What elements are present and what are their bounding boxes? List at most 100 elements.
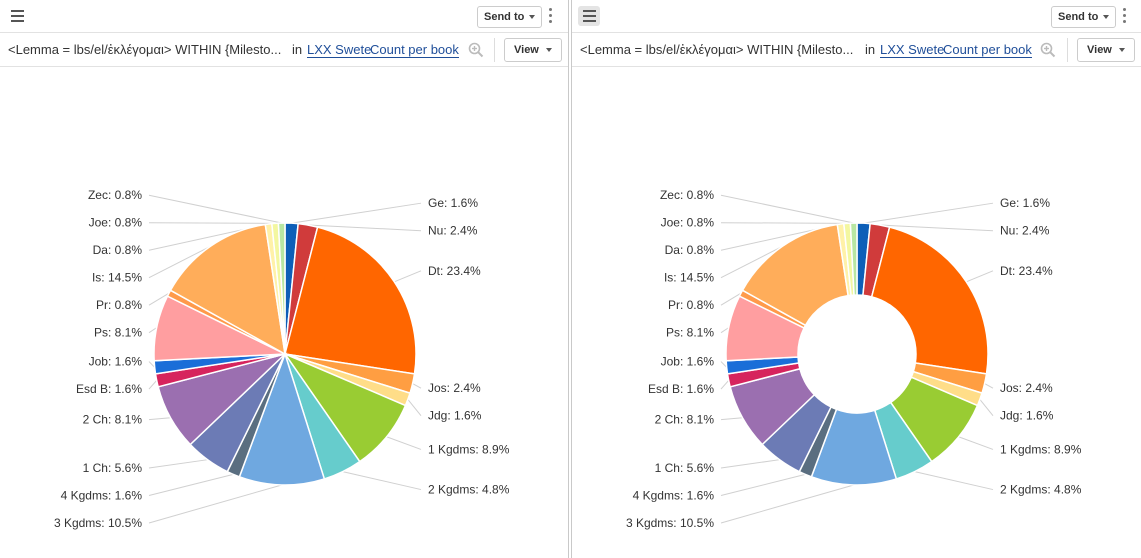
send-to-label: Send to bbox=[484, 11, 525, 23]
pie-slice-3-kgdms[interactable] bbox=[238, 351, 326, 486]
label-connector bbox=[148, 327, 157, 334]
label-connector bbox=[720, 380, 730, 390]
slice-label: Pr: 0.8% bbox=[668, 298, 714, 312]
slice-label: Da: 0.8% bbox=[665, 243, 715, 257]
slice-label: Esd B: 1.6% bbox=[648, 382, 714, 396]
query-text[interactable]: <Lemma = lbs/el/ἐκλέγομαι> WITHIN {Miles… bbox=[580, 42, 854, 57]
left-pane: Send to <Lemma = lbs/el/ἐκλέγομαι> WITHI… bbox=[0, 0, 569, 558]
label-connector bbox=[720, 417, 743, 421]
slice-label: 2 Kgdms: 4.8% bbox=[1000, 483, 1082, 497]
send-to-label: Send to bbox=[1058, 11, 1099, 23]
chevron-down-icon bbox=[1103, 15, 1110, 19]
pie-slice-is[interactable] bbox=[169, 223, 286, 356]
pie-slice-dt[interactable] bbox=[870, 226, 989, 375]
label-connector bbox=[979, 399, 994, 416]
hamburger-menu-icon[interactable] bbox=[578, 6, 600, 26]
query-text[interactable]: <Lemma = lbs/el/ἐκλέγομαι> WITHIN {Miles… bbox=[8, 42, 282, 57]
slice-label: Ps: 8.1% bbox=[94, 326, 142, 340]
in-label: in bbox=[865, 42, 876, 57]
label-connector bbox=[720, 361, 728, 368]
toolbar-divider bbox=[494, 38, 495, 62]
label-connector bbox=[720, 245, 783, 279]
slice-label: 3 Kgdms: 10.5% bbox=[54, 516, 142, 530]
slice-label: Ge: 1.6% bbox=[428, 196, 478, 210]
label-connector bbox=[720, 327, 729, 334]
label-connector bbox=[958, 436, 994, 450]
toolbar-divider bbox=[1067, 38, 1068, 62]
label-connector bbox=[720, 292, 742, 306]
label-connector bbox=[720, 459, 780, 469]
slice-label: Joe: 0.8% bbox=[661, 216, 715, 230]
slice-label: Zec: 0.8% bbox=[660, 188, 714, 202]
label-connector bbox=[148, 380, 158, 390]
label-connector bbox=[291, 202, 422, 224]
label-connectors bbox=[720, 194, 994, 524]
label-connector bbox=[984, 383, 994, 389]
pie-chart: Ge: 1.6% Nu: 2.4% Dt: 23.4% Jos: 2.4% Jdg: 1… bbox=[54, 188, 510, 530]
view-button[interactable]: View bbox=[504, 38, 562, 62]
slice-label: Ge: 1.6% bbox=[1000, 196, 1050, 210]
right-pane: Send to <Lemma = lbs/el/ἐκλέγομαι> WITHI… bbox=[571, 0, 1141, 558]
slice-label: 2 Ch: 8.1% bbox=[83, 413, 143, 427]
chevron-down-icon bbox=[529, 15, 536, 19]
slice-label: 1 Kgdms: 8.9% bbox=[428, 442, 510, 456]
slice-label: Joe: 0.8% bbox=[89, 216, 143, 230]
zoom-in-icon[interactable] bbox=[467, 41, 485, 59]
pie-slices bbox=[153, 222, 417, 486]
label-connector bbox=[863, 202, 994, 224]
label-connector bbox=[148, 245, 211, 279]
slice-label: Zec: 0.8% bbox=[88, 188, 142, 202]
chevron-down-icon bbox=[1118, 48, 1125, 52]
pie-slice-dt[interactable] bbox=[284, 226, 417, 375]
slice-labels: Ge: 1.6% Nu: 2.4% Dt: 23.4% Jos: 2.4% Jdg: 1… bbox=[626, 188, 1082, 530]
hamburger-menu-icon[interactable] bbox=[6, 6, 28, 26]
slice-label: Jdg: 1.6% bbox=[1000, 409, 1054, 423]
zoom-in-icon[interactable] bbox=[1039, 41, 1057, 59]
view-button[interactable]: View bbox=[1077, 38, 1135, 62]
slice-label: Job: 1.6% bbox=[661, 355, 715, 369]
slice-label: Nu: 2.4% bbox=[428, 224, 478, 238]
view-label: View bbox=[514, 44, 539, 56]
label-connector bbox=[879, 224, 994, 232]
label-connector bbox=[914, 471, 994, 491]
slice-label: Ps: 8.1% bbox=[666, 326, 714, 340]
label-connector bbox=[148, 222, 276, 224]
label-connector bbox=[720, 194, 854, 224]
slice-label: Dt: 23.4% bbox=[1000, 264, 1053, 278]
slice-label: Esd B: 1.6% bbox=[76, 382, 142, 396]
send-to-button[interactable]: Send to bbox=[1051, 6, 1117, 28]
count-per-book-link[interactable]: Count per book bbox=[370, 42, 459, 58]
slice-label: 3 Kgdms: 10.5% bbox=[626, 516, 714, 530]
label-connector bbox=[407, 399, 422, 416]
pane-toolbar: Send to bbox=[0, 0, 568, 33]
send-to-button[interactable]: Send to bbox=[477, 6, 543, 28]
slice-label: Jdg: 1.6% bbox=[428, 409, 482, 423]
label-connector bbox=[307, 224, 422, 232]
more-options-icon[interactable] bbox=[549, 8, 553, 23]
slice-label: Jos: 2.4% bbox=[428, 381, 481, 395]
chevron-down-icon bbox=[545, 48, 552, 52]
label-connector bbox=[148, 473, 234, 496]
corpus-link[interactable]: LXX Swete bbox=[307, 42, 372, 58]
slice-labels: Ge: 1.6% Nu: 2.4% Dt: 23.4% Jos: 2.4% Jdg: 1… bbox=[54, 188, 510, 530]
label-connector bbox=[148, 484, 282, 524]
pie-slices bbox=[725, 222, 989, 486]
view-label: View bbox=[1087, 44, 1112, 56]
slice-label: 4 Kgdms: 1.6% bbox=[61, 489, 143, 503]
slice-label: Is: 14.5% bbox=[664, 271, 714, 285]
slice-label: 1 Ch: 5.6% bbox=[655, 461, 715, 475]
corpus-link[interactable]: LXX Swete bbox=[880, 42, 945, 58]
pie-slice-zec[interactable] bbox=[849, 222, 858, 296]
more-options-icon[interactable] bbox=[1123, 8, 1127, 23]
slice-label: Nu: 2.4% bbox=[1000, 224, 1050, 238]
slice-label: Da: 0.8% bbox=[93, 243, 143, 257]
query-bar: <Lemma = lbs/el/ἐκλέγομαι> WITHIN {Miles… bbox=[572, 33, 1141, 67]
pie-slice-zec[interactable] bbox=[277, 222, 286, 355]
label-connector bbox=[966, 270, 994, 283]
label-connector bbox=[148, 194, 282, 224]
label-connector bbox=[394, 270, 422, 283]
count-per-book-link[interactable]: Count per book bbox=[943, 42, 1032, 58]
label-connector bbox=[148, 361, 156, 368]
slice-label: Is: 14.5% bbox=[92, 271, 142, 285]
slice-label: 2 Kgdms: 4.8% bbox=[428, 483, 510, 497]
